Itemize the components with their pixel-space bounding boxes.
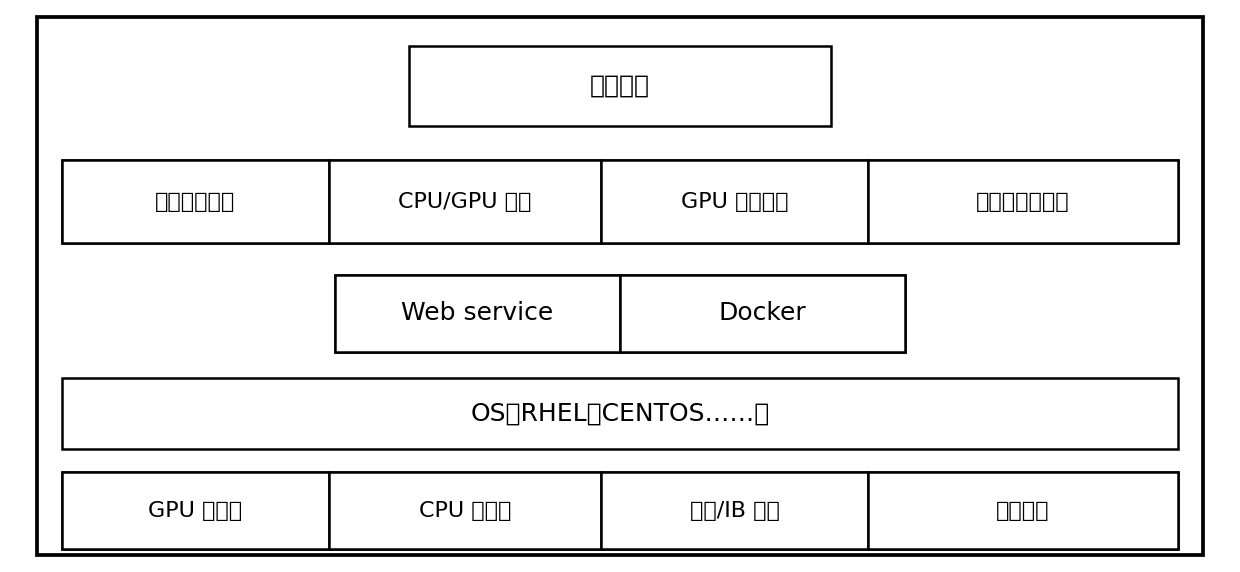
FancyBboxPatch shape (601, 472, 868, 549)
Text: 应用特征与性能: 应用特征与性能 (976, 192, 1070, 212)
Text: GPU 服务器: GPU 服务器 (149, 500, 242, 521)
FancyBboxPatch shape (409, 46, 831, 126)
FancyBboxPatch shape (868, 160, 1178, 243)
FancyBboxPatch shape (62, 160, 1178, 243)
FancyBboxPatch shape (335, 275, 905, 352)
FancyBboxPatch shape (868, 472, 1178, 549)
FancyBboxPatch shape (37, 17, 1203, 555)
FancyBboxPatch shape (62, 378, 1178, 449)
Text: 计算资源管理: 计算资源管理 (155, 192, 236, 212)
Text: CPU/GPU 调度: CPU/GPU 调度 (398, 192, 532, 212)
FancyBboxPatch shape (62, 472, 329, 549)
FancyBboxPatch shape (335, 275, 620, 352)
Text: 共享存储: 共享存储 (996, 500, 1050, 521)
Text: OS（RHEL，CENTOS……）: OS（RHEL，CENTOS……） (470, 402, 770, 425)
FancyBboxPatch shape (620, 275, 905, 352)
FancyBboxPatch shape (329, 472, 601, 549)
FancyBboxPatch shape (329, 160, 601, 243)
FancyBboxPatch shape (62, 472, 1178, 549)
Text: Docker: Docker (719, 301, 806, 325)
Text: 万兆/IB 网络: 万兆/IB 网络 (689, 500, 780, 521)
FancyBboxPatch shape (62, 160, 329, 243)
Text: 用户应用: 用户应用 (590, 74, 650, 98)
Text: GPU 集群监控: GPU 集群监控 (681, 192, 789, 212)
Text: CPU 服务器: CPU 服务器 (419, 500, 511, 521)
Text: Web service: Web service (402, 301, 553, 325)
FancyBboxPatch shape (601, 160, 868, 243)
